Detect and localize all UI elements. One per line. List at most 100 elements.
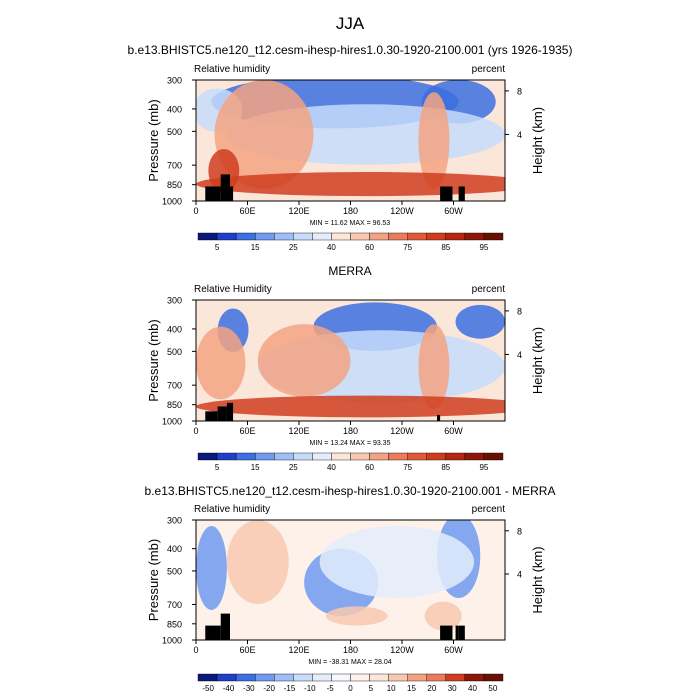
colorbar-label: -10 xyxy=(304,684,316,693)
colorbar-label: -20 xyxy=(263,684,275,693)
colorbar-swatch xyxy=(216,452,237,461)
field-region-5 xyxy=(214,80,314,189)
colorbar-swatch xyxy=(254,232,275,241)
field-shading xyxy=(196,80,505,201)
height-axis-label: Height (km) xyxy=(530,546,545,613)
colorbar-swatch xyxy=(464,673,485,682)
pressure-tick-label: 300 xyxy=(167,76,182,86)
colorbar-swatch xyxy=(254,452,275,461)
height-tick-label: 4 xyxy=(517,350,522,360)
colorbar-label: 95 xyxy=(479,243,488,252)
colorbar-swatch xyxy=(293,673,313,682)
field-region-3 xyxy=(455,304,505,339)
pressure-axis-label: Pressure (mb) xyxy=(146,99,161,181)
pressure-tick-label: 700 xyxy=(167,600,182,610)
chart-panel-1: b.e13.BHISTC5.ne120_t12.cesm-ihesp-hires… xyxy=(128,43,573,252)
colorbar-swatch xyxy=(369,673,389,682)
terrain-block-3 xyxy=(229,186,234,201)
pressure-tick-label: 1000 xyxy=(162,417,182,427)
pressure-axis-label: Pressure (mb) xyxy=(146,319,161,401)
colorbar-label: 85 xyxy=(441,463,450,472)
colorbar-swatch xyxy=(312,232,332,241)
terrain-block-2 xyxy=(220,174,230,201)
colorbar-label: -30 xyxy=(243,684,255,693)
lon-tick-label: 180 xyxy=(343,206,358,216)
pressure-tick-label: 700 xyxy=(167,161,182,171)
panel-title: b.e13.BHISTC5.ne120_t12.cesm-ihesp-hires… xyxy=(145,484,556,498)
colorbar-label: 25 xyxy=(289,463,298,472)
terrain-block-5 xyxy=(458,625,465,640)
lon-tick-label: 60W xyxy=(444,645,463,655)
lon-tick-label: 60W xyxy=(444,206,463,216)
colorbar-label: 20 xyxy=(427,684,436,693)
variable-label: Relative humidity xyxy=(194,64,270,75)
colorbar-swatch xyxy=(445,452,466,461)
colorbar-swatch xyxy=(274,232,294,241)
pressure-tick-label: 850 xyxy=(167,400,182,410)
page-title: JJA xyxy=(336,14,365,33)
min-max-stats: MIN = 11.62 MAX = 96.53 xyxy=(310,220,391,227)
colorbar-label: 40 xyxy=(468,684,477,693)
colorbar-swatch xyxy=(197,452,218,461)
colorbar-swatch xyxy=(216,232,237,241)
colorbar-label: 15 xyxy=(407,684,416,693)
colorbar-swatch xyxy=(483,673,504,682)
colorbar-label: 25 xyxy=(289,243,298,252)
colorbar-label: 95 xyxy=(479,463,488,472)
terrain-block-4 xyxy=(455,625,459,640)
colorbar-label: -15 xyxy=(284,684,296,693)
colorbar-swatch xyxy=(312,452,332,461)
pressure-tick-label: 1000 xyxy=(162,197,182,207)
colorbar-swatch xyxy=(312,673,332,682)
colorbar-label: -5 xyxy=(327,684,335,693)
colorbar-swatch xyxy=(197,673,218,682)
lon-tick-label: 180 xyxy=(343,645,358,655)
colorbar-swatch xyxy=(426,452,447,461)
height-axis-label: Height (km) xyxy=(530,327,545,394)
field-region-6 xyxy=(424,601,462,631)
colorbar-label: 50 xyxy=(488,684,497,693)
colorbar-swatch xyxy=(388,232,408,241)
field-region-5 xyxy=(257,324,351,397)
colorbar-swatch xyxy=(426,232,447,241)
height-tick-label: 8 xyxy=(517,86,522,96)
colorbar-swatch xyxy=(464,232,485,241)
field-region-7 xyxy=(325,606,388,626)
height-tick-label: 8 xyxy=(517,306,522,316)
terrain-block-1 xyxy=(205,411,218,421)
lon-tick-label: 0 xyxy=(193,206,198,216)
height-tick-label: 8 xyxy=(517,526,522,536)
terrain-block-4 xyxy=(437,414,441,421)
height-axis-label: Height (km) xyxy=(530,107,545,174)
field-region-4 xyxy=(319,526,475,598)
pressure-tick-label: 850 xyxy=(167,180,182,190)
colorbar-swatch xyxy=(445,673,466,682)
chart-panel-3: b.e13.BHISTC5.ne120_t12.cesm-ihesp-hires… xyxy=(145,484,556,693)
terrain-block-3 xyxy=(226,402,234,421)
lon-tick-label: 120E xyxy=(288,206,309,216)
pressure-tick-label: 700 xyxy=(167,381,182,391)
pressure-tick-label: 500 xyxy=(167,566,182,576)
terrain-block-1 xyxy=(205,186,221,201)
pressure-tick-label: 400 xyxy=(167,104,182,114)
colorbar-label: 5 xyxy=(369,684,374,693)
colorbar-swatch xyxy=(407,452,427,461)
pressure-tick-label: 400 xyxy=(167,544,182,554)
height-tick-label: 4 xyxy=(517,130,522,140)
pressure-tick-label: 400 xyxy=(167,324,182,334)
terrain-block-3 xyxy=(440,625,453,640)
colorbar-swatch xyxy=(369,232,389,241)
colorbar-swatch xyxy=(445,232,466,241)
colorbar-swatch xyxy=(369,452,389,461)
colorbar-swatch xyxy=(483,232,504,241)
colorbar-label: 75 xyxy=(403,463,412,472)
colorbar-swatch xyxy=(197,232,218,241)
field-region-8 xyxy=(208,148,240,193)
colorbar-label: 30 xyxy=(448,684,457,693)
field-region-6 xyxy=(196,326,246,400)
units-label: percent xyxy=(472,284,506,295)
colorbar-swatch xyxy=(388,452,408,461)
terrain-block-4 xyxy=(440,186,453,201)
